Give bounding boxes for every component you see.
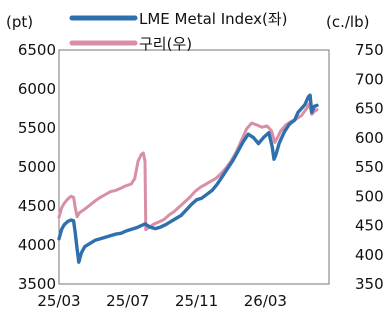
left-tick-label: 6500 xyxy=(18,41,56,59)
left-axis: 6500 6000 5500 5000 4500 4000 3500 xyxy=(18,41,56,293)
legend: LME Metal Index(좌) 구리(우) xyxy=(69,10,288,53)
left-unit-label: (pt) xyxy=(6,13,33,31)
right-tick-label: 750 xyxy=(355,41,384,59)
right-tick-label: 700 xyxy=(355,70,384,88)
right-tick-label: 550 xyxy=(355,158,384,176)
plot-frame xyxy=(58,49,330,285)
right-tick-label: 500 xyxy=(355,187,384,205)
right-axis: 750 700 650 600 550 500 450 400 350 xyxy=(355,41,384,293)
left-tick-label: 6000 xyxy=(18,80,56,98)
right-tick-label: 650 xyxy=(355,100,384,118)
right-tick-label: 350 xyxy=(355,275,384,293)
legend-label-lme: LME Metal Index(좌) xyxy=(139,10,288,28)
x-tick-label: 25/11 xyxy=(175,292,218,310)
right-tick-label: 600 xyxy=(355,129,384,147)
series-layer xyxy=(57,93,319,264)
right-tick-label: 400 xyxy=(355,246,384,264)
series-line-copper xyxy=(57,102,319,232)
right-unit-label: (c./lb) xyxy=(326,13,369,31)
left-tick-label: 5500 xyxy=(18,119,56,137)
x-axis: 25/03 25/07 25/11 26/03 xyxy=(37,292,287,310)
left-tick-label: 5000 xyxy=(18,158,56,176)
right-tick-label: 450 xyxy=(355,217,384,235)
x-tick-label: 26/03 xyxy=(244,292,287,310)
legend-label-copper: 구리(우) xyxy=(139,35,192,53)
left-tick-label: 3500 xyxy=(18,275,56,293)
left-tick-label: 4500 xyxy=(18,197,56,215)
x-tick-label: 25/03 xyxy=(37,292,80,310)
x-tick-label: 25/07 xyxy=(106,292,149,310)
left-tick-label: 4000 xyxy=(18,236,56,254)
series-line-lme-metal-index xyxy=(57,93,319,264)
